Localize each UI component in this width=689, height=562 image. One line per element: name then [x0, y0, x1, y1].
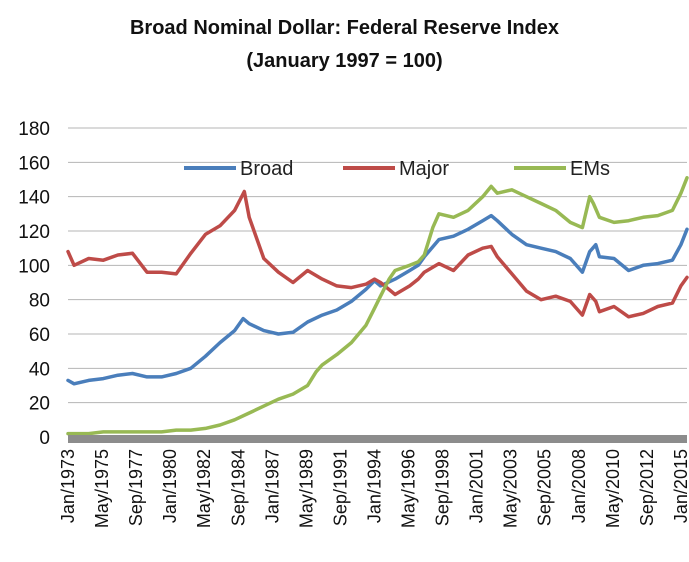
series-line-ems	[66, 176, 689, 436]
legend-label-major: Major	[399, 158, 449, 180]
y-tick-label: 40	[29, 359, 50, 380]
y-tick-label: 120	[18, 222, 50, 243]
series-line-broad	[66, 213, 689, 386]
y-tick-label: 20	[29, 394, 50, 415]
legend-label-ems: EMs	[570, 158, 610, 180]
x-tick-label: Jan/2008	[569, 449, 589, 523]
x-tick-label: May/1975	[92, 449, 112, 528]
x-tick-label: May/1989	[296, 449, 316, 528]
x-axis	[68, 435, 687, 443]
chart-title: Broad Nominal Dollar: Federal Reserve In…	[129, 17, 560, 39]
x-tick-label: Jan/2001	[467, 449, 487, 523]
x-tick-label: Sep/1991	[330, 449, 350, 526]
x-tick-label: May/1982	[194, 449, 214, 528]
y-tick-label: 100	[18, 256, 50, 277]
y-tick-label: 60	[29, 325, 50, 346]
chart-subtitle: (January 1997 = 100)	[246, 50, 443, 72]
x-axis-bar	[68, 435, 687, 443]
x-tick-label: Sep/1977	[126, 449, 146, 526]
x-tick-label: Jan/1994	[364, 449, 384, 523]
x-tick-label: Sep/1998	[433, 449, 453, 526]
x-axis-ticks: Jan/1973 May/1975 Sep/1977 Jan/1980 May/1982…	[58, 449, 689, 528]
series-line-major	[66, 189, 689, 319]
x-tick-label: Jan/2015	[671, 449, 689, 523]
x-tick-label: Jan/1987	[262, 449, 282, 523]
legend: Broad Major EMs	[184, 158, 610, 180]
gridlines	[68, 127, 687, 404]
x-tick-label: Sep/2012	[637, 449, 657, 526]
x-tick-label: May/2003	[501, 449, 521, 528]
x-tick-label: May/2010	[603, 449, 623, 528]
y-tick-label: 140	[18, 188, 50, 209]
x-tick-label: Jan/1980	[160, 449, 180, 523]
x-tick-label: May/1996	[399, 449, 419, 528]
y-tick-label: 160	[18, 153, 50, 174]
y-tick-label: 180	[18, 119, 50, 140]
series-lines	[66, 176, 689, 436]
y-tick-label: 0	[39, 428, 50, 449]
y-tick-label: 80	[29, 291, 50, 312]
y-axis-ticks: 0 20 40 60 80 100 120 140 160 180	[18, 119, 50, 449]
legend-label-broad: Broad	[240, 158, 293, 180]
x-tick-label: Sep/2005	[535, 449, 555, 526]
x-tick-label: Sep/1984	[228, 449, 248, 526]
x-tick-label: Jan/1973	[58, 449, 78, 523]
